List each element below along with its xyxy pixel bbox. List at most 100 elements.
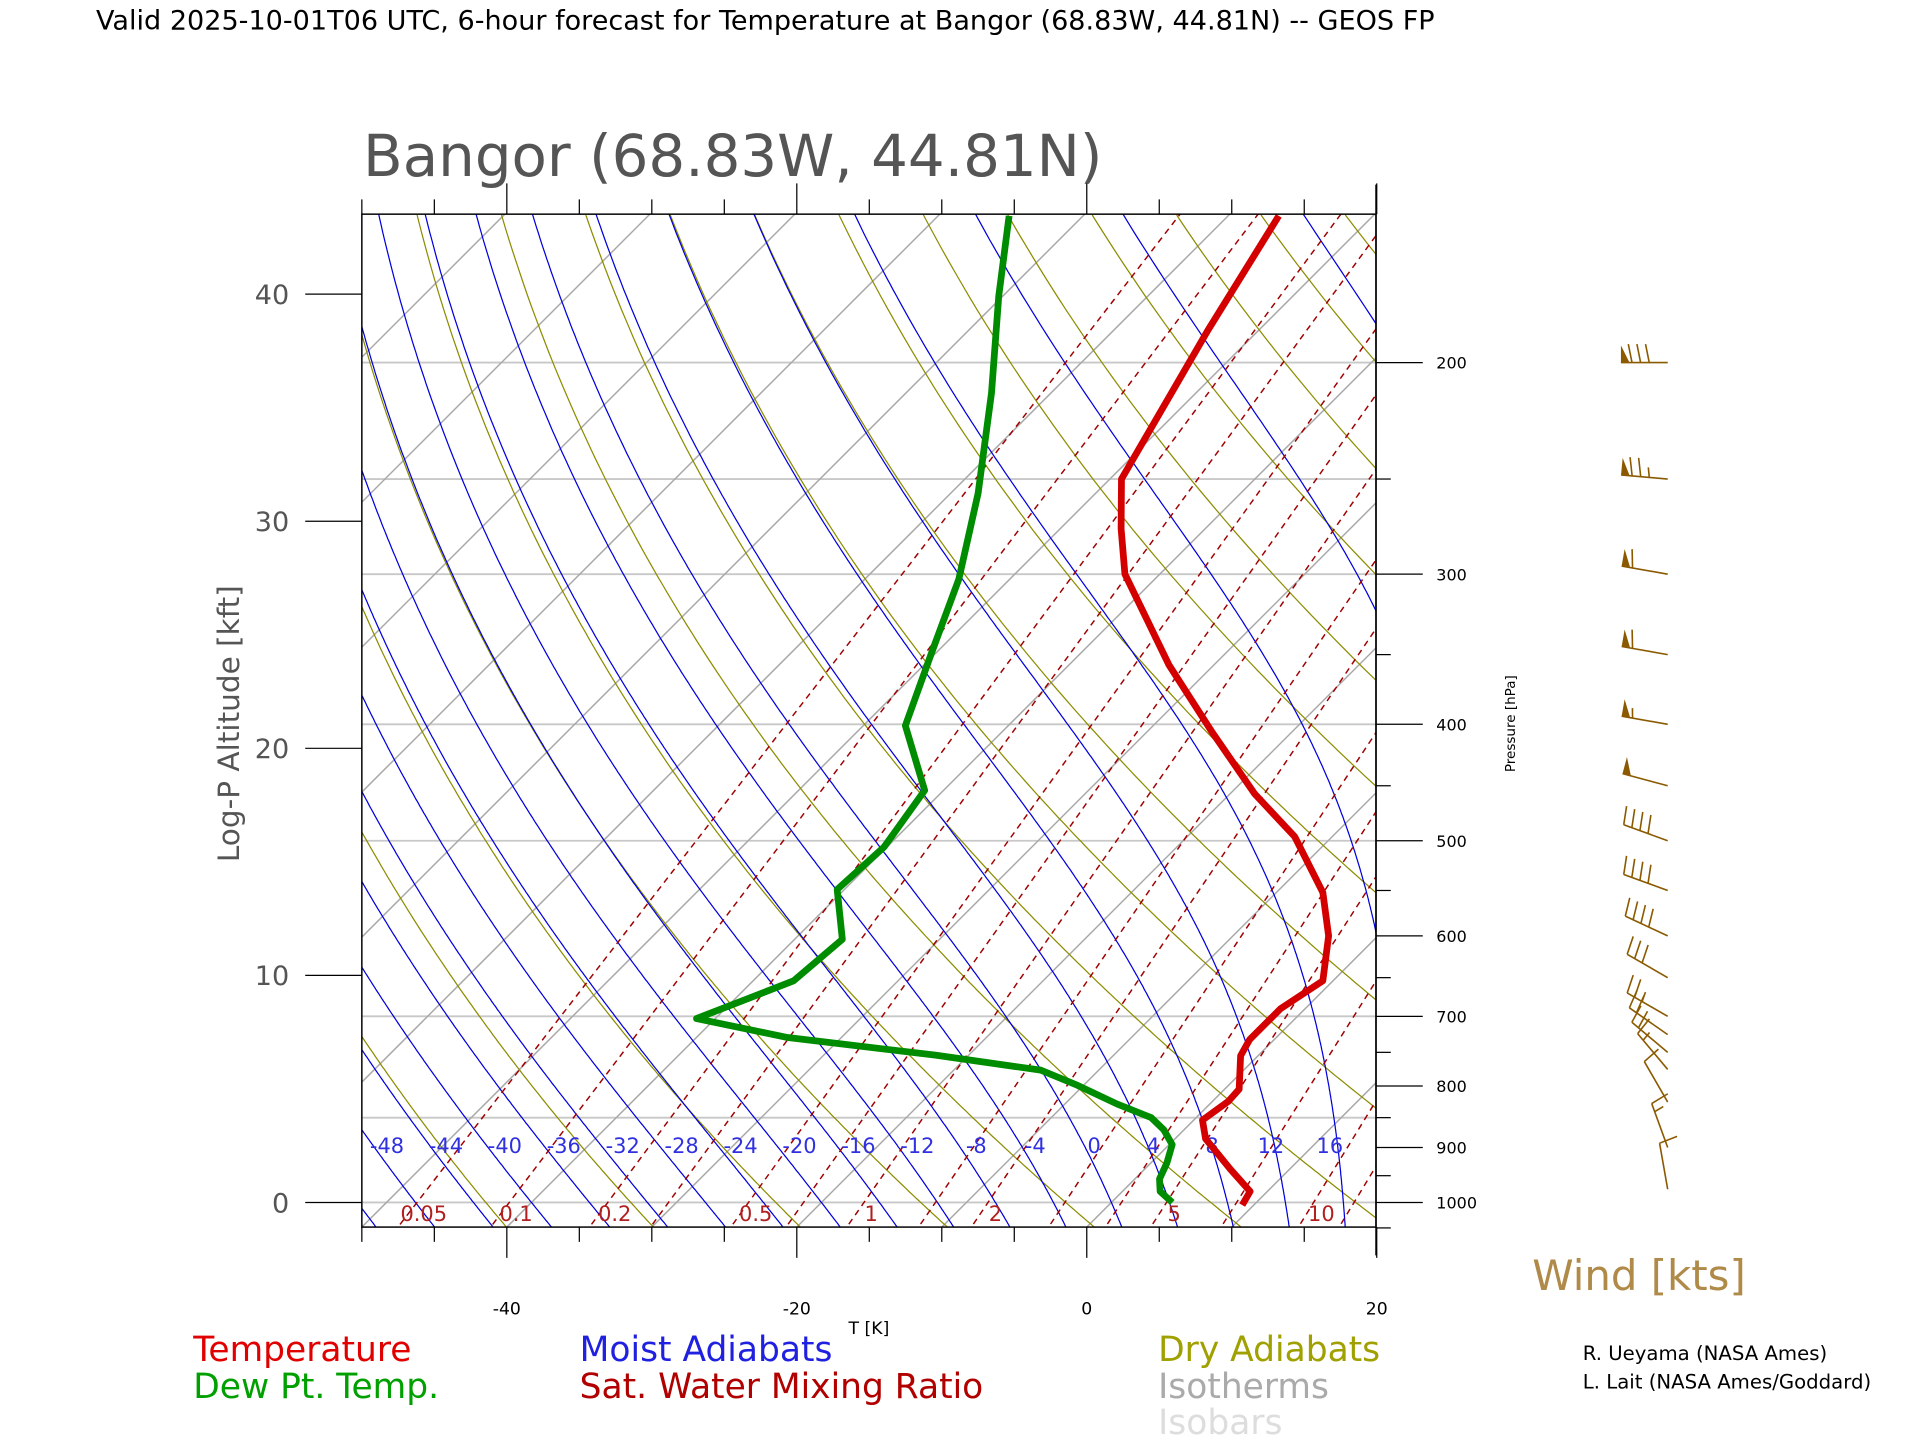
wind-barb-full <box>1626 974 1634 994</box>
wind-barb-full <box>1647 814 1652 834</box>
wind-barb-staff <box>1621 474 1668 480</box>
x-tick-label: -20 <box>783 1299 811 1319</box>
isotherm-line <box>940 791 1376 1228</box>
mixing-ratio-label: 10 <box>1308 1202 1335 1226</box>
wind-barb-staff <box>1623 873 1668 892</box>
wind-barb-staff <box>1623 823 1668 842</box>
moist-adiabat-label: 16 <box>1317 1134 1344 1158</box>
moist-adiabat-label: -20 <box>782 1134 816 1158</box>
moist-adiabat-line <box>361 588 784 1228</box>
legend-mixing-ratio: Sat. Water Mixing Ratio <box>580 1367 984 1407</box>
pressure-tick-label: 300 <box>1436 565 1467 584</box>
wind-barb-full <box>1624 897 1631 917</box>
wind-barb-full <box>1633 940 1642 959</box>
moist-adiabat-line <box>361 966 553 1228</box>
wind-barb <box>1622 757 1668 787</box>
moist-adiabat-line <box>0 212 322 1232</box>
moist-adiabat-label: -48 <box>370 1134 404 1158</box>
wind-barb-staff <box>1621 715 1668 726</box>
wind-barb-full <box>1647 864 1652 884</box>
wind-barb-full <box>1651 1093 1669 1105</box>
moist-adiabat-line <box>361 468 841 1228</box>
isotherm-line <box>361 214 941 794</box>
x-tick-label: 0 <box>1081 1299 1092 1319</box>
wind-barb-full <box>1626 936 1634 955</box>
wind-barb-pennant <box>1621 699 1631 718</box>
moist-adiabat-line <box>475 214 1067 1228</box>
wind-barb-pennant <box>1621 549 1631 568</box>
wind-barb <box>1621 699 1668 726</box>
isotherm-line <box>0 208 366 1233</box>
wind-barb <box>1658 1135 1678 1190</box>
dry-adiabat-line <box>1852 215 1920 1233</box>
moist-adiabat-line <box>361 693 727 1228</box>
wind-barb <box>1621 629 1668 656</box>
page-title: Valid 2025-10-01T06 UTC, 6-hour forecast… <box>96 6 1435 37</box>
moist-adiabat-line <box>1627 212 1754 1232</box>
isotherm-line <box>0 208 221 1233</box>
wind-barb-full <box>1631 1005 1642 1023</box>
moist-adiabat-line <box>1122 214 1376 613</box>
wind-barb <box>1621 549 1668 575</box>
mixing-ratio-line <box>1220 979 1376 1228</box>
moist-adiabat-line <box>378 214 955 1228</box>
moist-adiabat-line <box>974 214 1376 936</box>
legend-dry-adiabats: Dry Adiabats <box>1158 1330 1380 1370</box>
moist-adiabat-line <box>361 790 669 1228</box>
isotherm-line <box>361 214 796 649</box>
wind-barb-full <box>1636 343 1642 363</box>
pressure-tick-label: 500 <box>1436 832 1467 851</box>
pressure-tick-label: 700 <box>1436 1007 1467 1026</box>
moist-adiabat-line <box>1514 212 1637 1232</box>
mixing-ratio-label: 5 <box>1167 1202 1180 1226</box>
credit-line-2: L. Lait (NASA Ames/Goddard) <box>1583 1370 1871 1393</box>
mixing-ratio-label: 0.5 <box>739 1202 772 1226</box>
moist-adiabat-line <box>853 214 1346 1228</box>
wind-barb <box>1637 1018 1669 1070</box>
isotherm-line <box>361 214 651 504</box>
moist-adiabat-label: 4 <box>1146 1134 1159 1158</box>
plot-area: -48 -44 -40 -36 -32 -28 -24 -20 -16 -12 -8 -4 0 4 8 12 1… <box>0 208 1920 1233</box>
wind-barb-full <box>1631 858 1636 878</box>
pressure-tick-label: 800 <box>1436 1077 1467 1096</box>
wind-barb-full <box>1637 457 1642 477</box>
wind-barb <box>1643 1048 1669 1103</box>
legend-temperature: Temperature <box>192 1330 411 1370</box>
mixing-ratio-line <box>588 214 1342 1228</box>
moist-adiabat-line <box>361 324 898 1228</box>
wind-barb <box>1631 1005 1669 1053</box>
wind-barb-full <box>1628 990 1638 1009</box>
altitude-tick-label: 20 <box>255 734 289 765</box>
wind-barb-half <box>1642 1031 1651 1041</box>
wind-barb-full <box>1637 1018 1651 1035</box>
mixing-ratio-line <box>845 467 1376 1228</box>
dry-adiabat-line <box>1514 215 1920 1233</box>
credit-line-1: R. Ueyama (NASA Ames) <box>1583 1342 1827 1365</box>
wind-barbs <box>1620 343 1678 1190</box>
wind-barb-full <box>1632 901 1639 920</box>
altitude-tick-label: 30 <box>255 507 289 538</box>
wind-barb-pennant <box>1621 629 1631 648</box>
wind-barb-staff <box>1658 1143 1669 1190</box>
moist-adiabat-line <box>668 214 1235 1228</box>
wind-barb-full <box>1659 1135 1678 1144</box>
dry-adiabat-line <box>1599 215 1920 1233</box>
mixing-ratio-label: 0.2 <box>598 1202 631 1226</box>
wind-barb-staff <box>1621 565 1668 575</box>
wind-label: Wind [kts] <box>1532 1251 1745 1300</box>
moist-adiabat-line <box>361 1128 436 1228</box>
altitude-tick-label: 40 <box>255 280 289 311</box>
wind-barb <box>1622 855 1668 892</box>
dry-adiabat-line <box>361 332 949 1228</box>
dry-adiabat-line <box>361 830 655 1228</box>
chart-title: Bangor (68.83W, 44.81N) <box>363 122 1102 190</box>
pressure-tick-label: 600 <box>1436 927 1467 946</box>
dry-adiabat-line <box>585 214 1376 1219</box>
legend-isotherms: Isotherms <box>1158 1367 1329 1407</box>
moist-adiabat-label: -24 <box>724 1134 758 1158</box>
legend-dewpoint: Dew Pt. Temp. <box>193 1367 439 1407</box>
mixing-ratio-label: 2 <box>989 1202 1002 1226</box>
moist-adiabat-label: -28 <box>665 1134 699 1158</box>
wind-barb-full <box>1644 343 1651 363</box>
dry-adiabat-line <box>361 605 802 1228</box>
